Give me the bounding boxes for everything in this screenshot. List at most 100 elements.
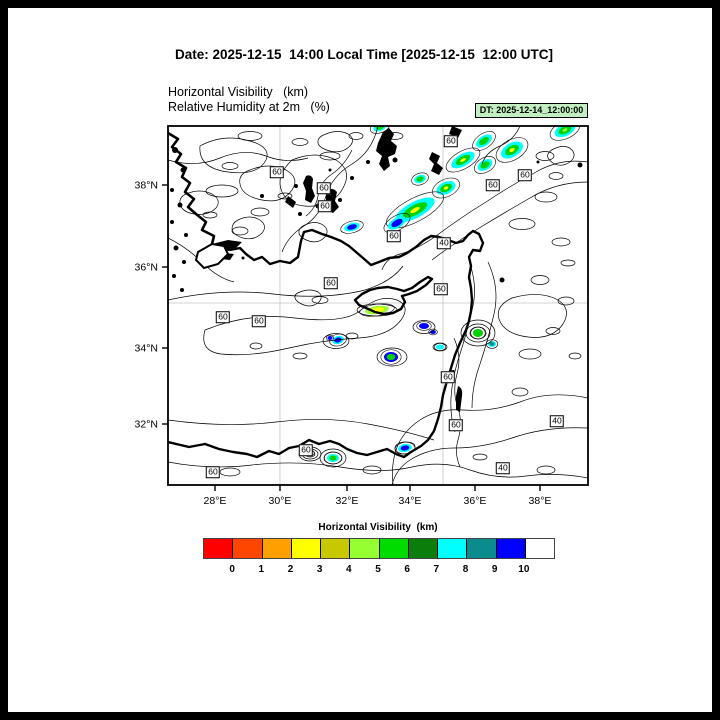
contour-label: 60	[316, 182, 332, 194]
contour-line	[534, 191, 558, 203]
contour-line	[497, 294, 567, 338]
contour-line	[394, 441, 416, 455]
map-background	[168, 126, 588, 485]
contour-line	[323, 451, 343, 465]
contour-line	[348, 132, 364, 140]
fog-patch	[375, 126, 385, 130]
x-tick-label: 28°E	[204, 495, 227, 507]
contour-line	[412, 320, 436, 334]
colorbar-cell	[408, 539, 438, 558]
model-run-badge: DT: 2025-12-14_12:00:00	[475, 103, 588, 118]
contour-line	[237, 131, 263, 141]
colorbar-tick-label: 10	[518, 564, 530, 575]
fog-patch	[473, 329, 483, 337]
contour-label: 60	[251, 315, 267, 327]
contour-line	[291, 138, 309, 146]
contour-line	[547, 146, 575, 166]
fog-patch	[347, 224, 357, 230]
x-tick-label: 36°E	[464, 495, 487, 507]
contour-line	[551, 237, 571, 247]
fog-patch	[391, 218, 403, 228]
colorbar-tick-label: 3	[316, 564, 323, 575]
colorbar	[203, 538, 555, 559]
colorbar-cell	[496, 539, 526, 558]
contour-line	[319, 151, 341, 161]
colorbar-cell	[291, 539, 321, 558]
contour-line	[317, 131, 353, 153]
contour-line	[168, 152, 309, 164]
colorbar-cell	[438, 539, 468, 558]
contour-line	[294, 289, 322, 307]
colorbar-cell	[262, 539, 292, 558]
contour-label: 60	[317, 200, 333, 212]
contour-line	[450, 263, 475, 433]
contour-line	[560, 259, 576, 267]
fog-patch-ring	[432, 177, 460, 199]
x-axis: 28°E 30°E 32°E 34°E 36°E 38°E	[204, 485, 552, 507]
contour-line	[381, 160, 588, 271]
colorbar-cell	[204, 539, 234, 558]
contour-line	[168, 419, 435, 441]
contour-line	[548, 172, 564, 180]
contour-line	[530, 275, 550, 285]
contour-label: 40	[495, 462, 511, 474]
contour-label: 60	[323, 277, 339, 289]
contour-line	[557, 296, 575, 306]
contour-line	[481, 126, 521, 165]
contour-line	[168, 265, 404, 301]
contour-line	[392, 394, 588, 485]
colorbar-cell	[350, 539, 380, 558]
contour-label: 60	[386, 230, 402, 242]
date-header: Date: 2025-12-15 14:00 Local Time [2025-…	[175, 47, 553, 62]
fog-patch	[327, 336, 333, 340]
fog-patch-ring	[383, 213, 411, 233]
fog-patch-ring	[474, 156, 496, 174]
contour-line	[168, 461, 588, 479]
contour-label: 60	[205, 466, 221, 478]
contour-line	[376, 347, 408, 367]
colorbar-tick-label: 8	[462, 564, 469, 575]
coastline-anatolia-levant-egypt	[168, 228, 485, 459]
colorbar-tick-label: 7	[433, 564, 440, 575]
colorbar-tick-label: 5	[375, 564, 381, 575]
contour-line	[362, 465, 382, 475]
contour-line	[203, 298, 406, 356]
fog-patch-ring	[411, 172, 429, 186]
colorbar-cell	[525, 539, 554, 558]
contour-line	[545, 327, 561, 335]
colorbar-tick-label: 6	[404, 564, 410, 575]
fog-patch	[419, 323, 429, 329]
contour-line	[536, 465, 556, 475]
contour-line	[568, 352, 582, 360]
colorbar-cell	[321, 539, 351, 558]
colorbar-cell	[467, 539, 497, 558]
fog-patch-ring	[495, 137, 529, 163]
fog-patch	[460, 158, 466, 162]
contour-line	[432, 342, 448, 352]
colorbar-tick-label: 4	[346, 564, 352, 575]
contour-label: 60	[298, 444, 314, 456]
fog-patch-ring	[445, 147, 481, 173]
contour-line	[469, 326, 487, 340]
contour-label: 40	[549, 415, 565, 427]
fog-patch	[400, 445, 410, 451]
contour-line	[292, 352, 308, 360]
fog-patch	[443, 186, 449, 190]
y-tick-label: 32°N	[135, 419, 158, 431]
contour-label: 60	[215, 311, 231, 323]
contour-line	[205, 184, 239, 198]
fog-patch-ring	[428, 328, 438, 336]
fog-patch-ring	[386, 191, 444, 229]
contour-line	[231, 226, 249, 236]
contour-line	[518, 348, 542, 360]
contour-line	[471, 261, 497, 409]
fog-patch-ring	[472, 131, 496, 151]
fog-patch	[436, 344, 444, 350]
contour-line	[221, 162, 239, 170]
contour-line	[431, 181, 588, 261]
contour-label: 60	[433, 283, 449, 295]
x-tick-label: 30°E	[269, 495, 292, 507]
colorbar-tick-label: 1	[258, 564, 265, 575]
x-tick-label: 38°E	[529, 495, 552, 507]
